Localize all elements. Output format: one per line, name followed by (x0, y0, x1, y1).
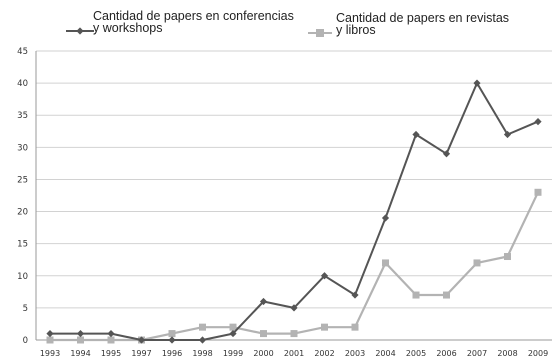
x-tick-label: 2005 (406, 349, 426, 358)
data-point (381, 214, 390, 222)
y-tick-label: 5 (23, 304, 28, 314)
x-tick-label: 2002 (314, 349, 334, 358)
y-tick-label: 30 (17, 143, 28, 153)
x-tick-label: 1993 (40, 349, 60, 358)
data-point (443, 291, 450, 299)
x-tick-label: 2003 (345, 349, 365, 358)
data-point (46, 329, 54, 338)
legend-label: y workshops (93, 21, 162, 35)
data-point (260, 330, 267, 338)
y-tick-label: 0 (23, 336, 28, 346)
data-point (199, 323, 206, 331)
y-tick-label: 25 (17, 175, 28, 185)
y-tick-label: 40 (17, 79, 28, 89)
legend-marker (316, 29, 324, 37)
legend-label: Cantidad de papers en conferencias (93, 9, 294, 23)
x-tick-label: 1995 (101, 349, 121, 358)
data-point (198, 336, 207, 344)
x-tick-label: 2001 (284, 349, 304, 358)
data-point (229, 329, 237, 338)
x-tick-label: 1996 (162, 349, 182, 358)
data-point (473, 79, 481, 87)
data-point (168, 336, 176, 344)
x-tick-label: 2004 (375, 349, 395, 358)
legend-marker (76, 27, 84, 35)
x-tick-label: 2006 (436, 349, 456, 358)
data-point (534, 188, 542, 196)
data-point (76, 329, 85, 338)
data-point (503, 130, 512, 139)
legend-label: Cantidad de papers en revistas (336, 11, 509, 25)
x-tick-label: 1999 (223, 349, 243, 358)
data-point (320, 272, 329, 280)
data-point (442, 150, 451, 158)
data-point (229, 323, 237, 331)
data-point (168, 330, 176, 338)
data-point (107, 329, 115, 338)
data-point (382, 259, 389, 267)
data-point (473, 259, 481, 267)
data-point (351, 291, 359, 299)
data-point (290, 304, 298, 312)
data-point (504, 253, 511, 261)
x-tick-label: 2000 (253, 349, 273, 358)
x-tick-label: 1994 (70, 349, 90, 358)
data-point (46, 336, 54, 344)
y-tick-label: 45 (17, 47, 28, 57)
data-point (77, 336, 84, 344)
data-point (412, 130, 420, 139)
y-tick-label: 10 (17, 272, 28, 282)
data-point (534, 118, 542, 126)
series-line (50, 191, 539, 342)
legend-label: y libros (336, 23, 376, 37)
data-point (107, 336, 115, 344)
x-tick-label: 1997 (131, 349, 151, 358)
x-tick-label: 2009 (528, 349, 548, 358)
data-point (412, 291, 420, 299)
y-tick-label: 15 (17, 240, 28, 250)
data-point (259, 297, 268, 306)
series-group (46, 79, 542, 344)
y-axis-ticks: 0 5 10 15 20 25 30 35 40 45 (17, 47, 28, 346)
data-point (351, 323, 359, 331)
x-tick-label: 2007 (467, 349, 487, 358)
x-tick-label: 2008 (497, 349, 517, 358)
data-point (137, 336, 146, 344)
data-point (321, 323, 328, 331)
y-tick-label: 20 (17, 208, 28, 218)
data-point (290, 330, 298, 338)
gridlines (35, 50, 552, 341)
x-axis-ticks: 1993 1994 1995 1997 1996 1998 1999 2000 2001 2002… (40, 349, 548, 358)
x-tick-label: 1998 (192, 349, 212, 358)
y-tick-label: 35 (17, 111, 28, 121)
